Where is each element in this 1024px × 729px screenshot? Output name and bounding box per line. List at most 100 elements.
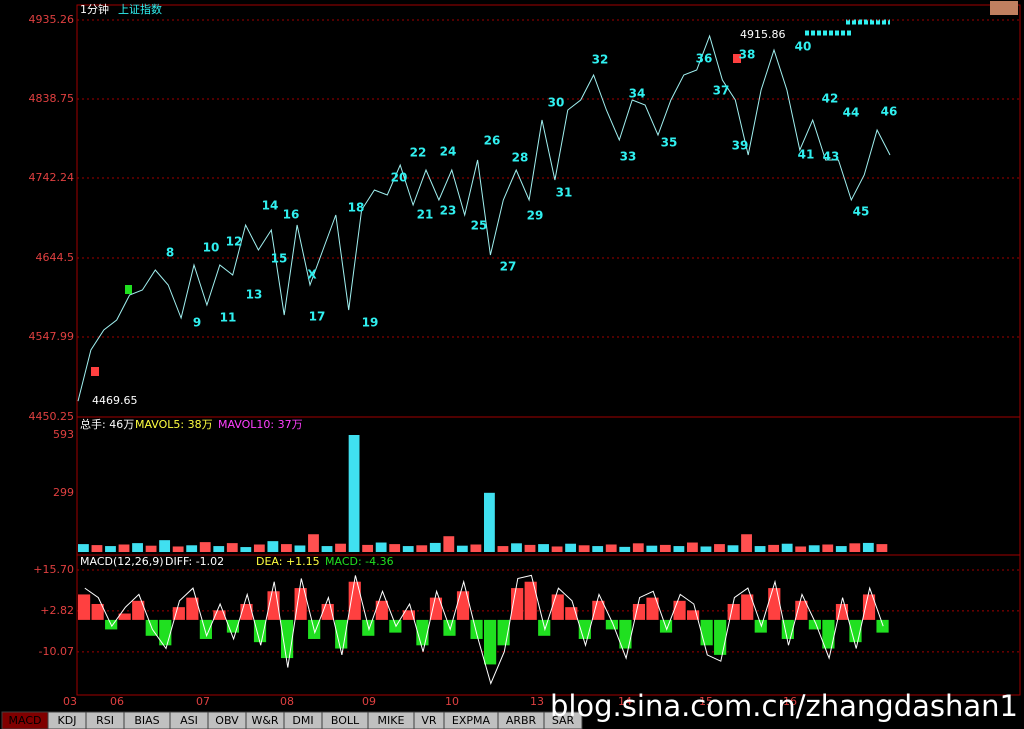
wave-label: 30	[548, 96, 565, 110]
macd-bar	[524, 581, 537, 620]
volume-bar	[659, 544, 671, 552]
diff-line	[84, 574, 884, 685]
volume-bar	[632, 543, 644, 552]
macd-bar	[484, 619, 497, 665]
volume-bar	[416, 545, 428, 552]
tab-label[interactable]: OBV	[215, 714, 239, 727]
volume-bar	[605, 544, 617, 552]
macd-bar	[91, 603, 104, 620]
volume-bar	[524, 544, 536, 552]
tab-label[interactable]: MIKE	[378, 714, 405, 727]
macd-bar	[172, 607, 185, 620]
wave-label: 39	[732, 139, 749, 153]
tab-label[interactable]: ASI	[180, 714, 198, 727]
wave-label: 31	[556, 186, 573, 200]
volume-bar	[781, 543, 793, 552]
wave-label: 11	[220, 311, 237, 325]
wave-label: 36	[696, 52, 713, 66]
y-tick-label: 593	[53, 428, 74, 441]
macd-bar	[727, 603, 740, 620]
marker	[91, 367, 99, 376]
macd-legend: DEA: +1.15	[256, 555, 320, 568]
macd-bar	[118, 613, 131, 620]
macd-bar	[186, 597, 199, 620]
volume-bar	[484, 492, 495, 552]
volume-bar	[768, 544, 780, 552]
wave-label: 12	[226, 235, 243, 249]
wave-label: 40	[795, 40, 812, 54]
volume-bar	[172, 546, 184, 552]
macd-bar	[253, 619, 267, 643]
wave-label: 35	[661, 136, 678, 150]
wave-label: 23	[440, 204, 457, 218]
y-tick-label: 4450.25	[29, 410, 75, 423]
tab-label[interactable]: RSI	[96, 714, 114, 727]
x-label: 15	[699, 695, 713, 708]
wave-label: 44	[843, 106, 860, 120]
tab-label[interactable]: VR	[421, 714, 437, 727]
tab-label[interactable]: SAR	[552, 714, 575, 727]
volume-bar	[727, 545, 739, 552]
index-name: 上证指数	[118, 2, 162, 16]
tab-label[interactable]: MACD	[9, 714, 42, 727]
x-label: 06	[110, 695, 124, 708]
macd-bar	[294, 588, 307, 620]
wave-label: 32	[592, 53, 609, 67]
y-tick-label: 299	[53, 486, 74, 499]
tab-label[interactable]: KDJ	[58, 714, 77, 727]
volume-bar	[132, 543, 143, 552]
wave-label: 26	[484, 134, 501, 148]
wave-label: 28	[512, 151, 529, 165]
macd-bar	[862, 594, 876, 620]
macd-bar	[795, 600, 808, 620]
wave-label: 33	[620, 150, 637, 164]
volume-bar	[673, 546, 685, 552]
volume-bar	[199, 542, 211, 552]
tab-label[interactable]: BIAS	[134, 714, 159, 727]
macd-bar	[741, 594, 754, 620]
volume-bar	[213, 546, 225, 552]
wave-label: 10	[203, 241, 220, 255]
watermark: blog.sina.com.cn/zhangdashan1	[550, 689, 1018, 723]
volume-bar	[551, 546, 563, 552]
tab-label[interactable]: EXPMA	[452, 714, 491, 727]
volume-bar	[592, 546, 604, 552]
x-label: 07	[196, 695, 210, 708]
volume-bar	[808, 545, 820, 552]
icon[interactable]	[990, 1, 1018, 15]
macd-bar	[700, 619, 713, 646]
tab-label[interactable]: ARBR	[506, 714, 537, 727]
tab[interactable]	[543, 711, 583, 729]
volume-bar	[389, 544, 401, 552]
volume-bar	[321, 546, 333, 552]
macd-bar	[781, 619, 794, 639]
wave-label: 38	[739, 48, 756, 62]
tab-label[interactable]: BOLL	[331, 714, 360, 727]
macd-bar	[646, 597, 659, 620]
tab-label[interactable]: W&R	[251, 714, 278, 727]
volume-legend: MAVOL5: 38万	[135, 418, 213, 431]
volume-bar	[159, 540, 171, 552]
macd-bar	[470, 619, 483, 639]
wave-label: 16	[283, 208, 300, 222]
wave-label: 21	[417, 208, 434, 222]
macd-bar	[619, 619, 632, 649]
volume-bar	[402, 546, 414, 552]
tab-label[interactable]: DMI	[292, 714, 313, 727]
macd-bar	[375, 600, 388, 620]
volume-bar	[497, 546, 509, 552]
volume-bar	[687, 542, 698, 552]
macd-bar	[714, 619, 727, 655]
macd-legend: DIFF: -1.02	[165, 555, 224, 568]
x-label: 14	[618, 695, 632, 708]
wave-label: 45	[853, 205, 870, 219]
volume-bar	[754, 546, 766, 552]
wave-label: 18	[348, 201, 365, 215]
macd-legend: MACD(12,26,9)	[80, 555, 164, 568]
x-label: 08	[280, 695, 294, 708]
macd-bar	[389, 619, 402, 633]
y-tick-label: +15.70	[33, 563, 74, 576]
x-label: 09	[362, 695, 376, 708]
macd-bar	[592, 600, 605, 620]
